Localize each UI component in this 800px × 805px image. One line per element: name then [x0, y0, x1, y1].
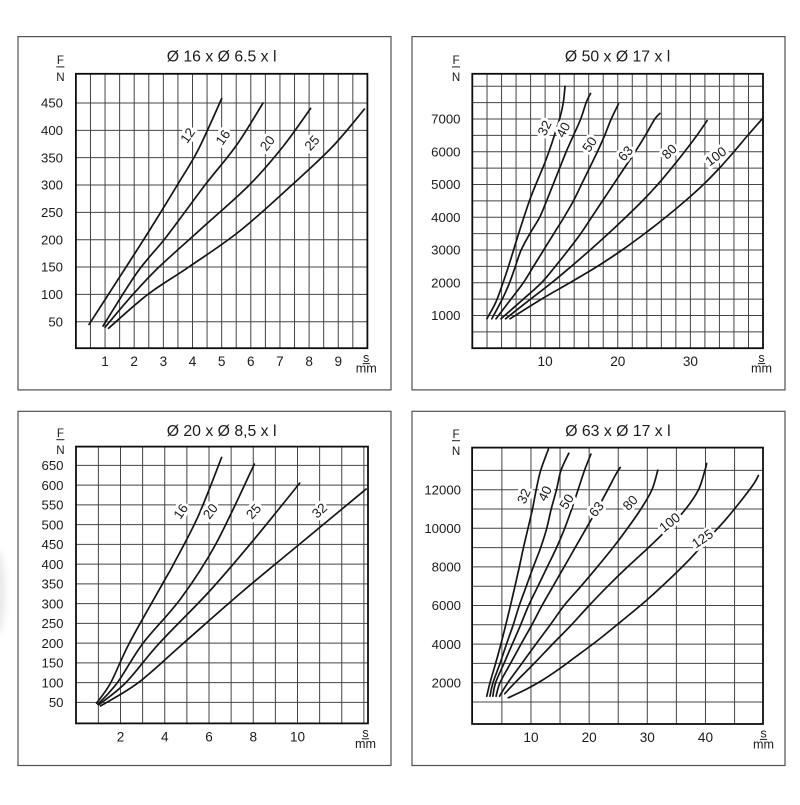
svg-text:F: F — [57, 427, 64, 440]
svg-text:8: 8 — [305, 354, 313, 369]
svg-text:150: 150 — [41, 260, 63, 275]
svg-text:10: 10 — [290, 729, 306, 744]
svg-text:2: 2 — [130, 354, 138, 369]
svg-text:s: s — [362, 726, 368, 740]
svg-text:350: 350 — [41, 577, 63, 592]
svg-text:12000: 12000 — [424, 482, 461, 497]
svg-text:mm: mm — [753, 737, 774, 751]
svg-text:550: 550 — [41, 498, 63, 513]
svg-text:650: 650 — [41, 458, 63, 473]
svg-text:4: 4 — [161, 729, 169, 744]
svg-text:100: 100 — [41, 675, 63, 690]
svg-text:20: 20 — [582, 730, 598, 745]
svg-text:N: N — [56, 71, 64, 84]
svg-text:450: 450 — [41, 537, 63, 552]
svg-text:200: 200 — [41, 232, 63, 247]
svg-text:F: F — [452, 428, 459, 441]
svg-text:2: 2 — [117, 729, 125, 744]
svg-text:5000: 5000 — [431, 177, 460, 192]
svg-text:F: F — [57, 54, 64, 67]
svg-text:mm: mm — [356, 362, 377, 376]
svg-text:F: F — [452, 54, 459, 67]
svg-text:300: 300 — [41, 596, 63, 611]
svg-text:10: 10 — [538, 354, 554, 369]
svg-text:4000: 4000 — [431, 210, 460, 225]
svg-text:150: 150 — [41, 656, 63, 671]
svg-text:400: 400 — [41, 557, 63, 572]
svg-text:250: 250 — [41, 205, 63, 220]
svg-text:8000: 8000 — [432, 560, 461, 575]
svg-text:Ø 16 x Ø 6.5 x l: Ø 16 x Ø 6.5 x l — [167, 49, 277, 66]
svg-text:500: 500 — [41, 517, 63, 532]
svg-text:10000: 10000 — [424, 521, 461, 536]
svg-text:6000: 6000 — [431, 144, 460, 159]
svg-text:400: 400 — [41, 123, 63, 138]
svg-text:450: 450 — [41, 96, 63, 111]
svg-text:6: 6 — [247, 354, 255, 369]
svg-text:mm: mm — [355, 737, 376, 751]
svg-text:Ø 63 x Ø 17 x l: Ø 63 x Ø 17 x l — [565, 423, 670, 440]
svg-text:30: 30 — [683, 354, 699, 369]
svg-text:2000: 2000 — [431, 275, 460, 290]
svg-text:300: 300 — [41, 178, 63, 193]
svg-text:20: 20 — [610, 354, 626, 369]
svg-text:mm: mm — [751, 362, 772, 376]
svg-text:s: s — [363, 351, 369, 365]
svg-text:s: s — [760, 727, 766, 741]
svg-text:N: N — [452, 71, 460, 84]
svg-text:50: 50 — [49, 695, 64, 710]
svg-text:1000: 1000 — [431, 308, 460, 323]
svg-text:200: 200 — [41, 636, 63, 651]
svg-text:3000: 3000 — [431, 243, 460, 258]
svg-text:30: 30 — [640, 730, 656, 745]
svg-text:3: 3 — [160, 354, 168, 369]
svg-text:8: 8 — [249, 729, 257, 744]
svg-text:7000: 7000 — [431, 112, 460, 127]
svg-text:4000: 4000 — [432, 637, 461, 652]
svg-text:600: 600 — [41, 478, 63, 493]
svg-text:40: 40 — [698, 730, 714, 745]
svg-text:10: 10 — [523, 730, 539, 745]
svg-text:Ø 20 x Ø 8,5 x l: Ø 20 x Ø 8,5 x l — [167, 423, 277, 440]
svg-text:N: N — [452, 445, 460, 458]
svg-text:6000: 6000 — [432, 598, 461, 613]
svg-text:1: 1 — [101, 354, 109, 369]
svg-text:9: 9 — [334, 354, 342, 369]
svg-text:4: 4 — [189, 354, 197, 369]
svg-text:s: s — [758, 351, 764, 365]
svg-text:50: 50 — [48, 314, 63, 329]
svg-text:5: 5 — [218, 354, 226, 369]
svg-text:6: 6 — [205, 729, 213, 744]
svg-text:Ø 50 x Ø 17 x l: Ø 50 x Ø 17 x l — [565, 49, 670, 66]
svg-text:350: 350 — [41, 150, 63, 165]
svg-text:N: N — [56, 444, 64, 457]
svg-text:100: 100 — [41, 287, 63, 302]
svg-text:2000: 2000 — [432, 675, 461, 690]
svg-text:250: 250 — [41, 616, 63, 631]
svg-text:7: 7 — [276, 354, 284, 369]
